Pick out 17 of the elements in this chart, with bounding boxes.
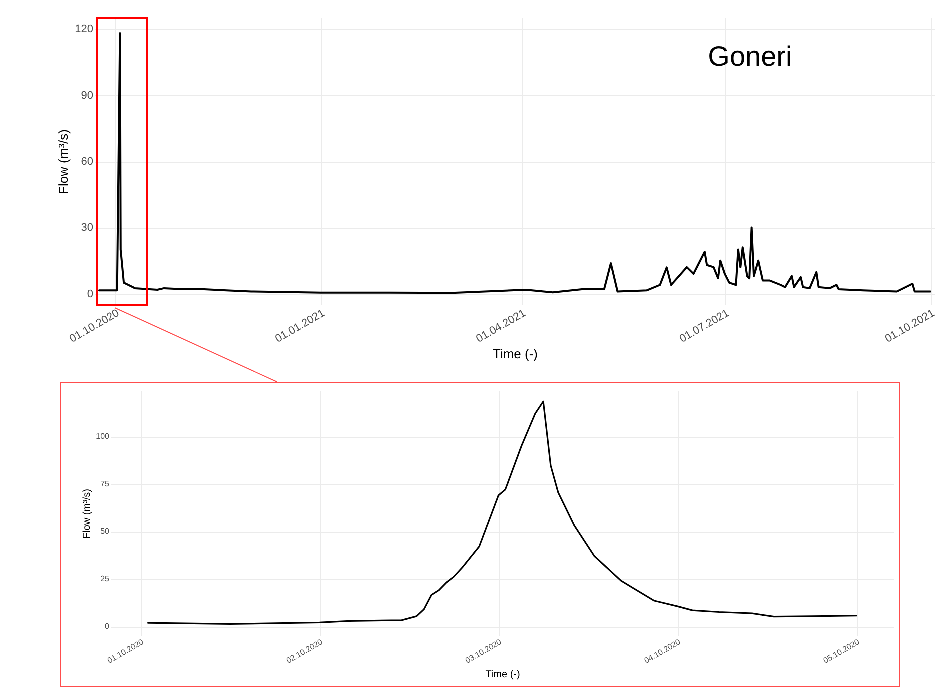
y-axis-title: Flow (m³/s) xyxy=(56,130,72,194)
y-tick-label: 75 xyxy=(100,480,110,489)
y-tick-label: 30 xyxy=(81,222,94,234)
x-axis-title: Time (-) xyxy=(486,669,520,680)
y-tick-label: 0 xyxy=(105,622,110,632)
line-series xyxy=(147,400,858,626)
y-axis-title: Flow (m³/s) xyxy=(82,489,94,539)
y-tick-label: 0 xyxy=(87,288,94,300)
y-tick-label: 50 xyxy=(100,527,110,536)
y-tick-label: 60 xyxy=(81,156,94,168)
x-axis-title: Time (-) xyxy=(492,346,538,362)
y-tick-label: 100 xyxy=(96,432,110,442)
y-tick-label: 25 xyxy=(100,574,110,584)
line-series xyxy=(98,32,932,294)
y-tick-label: 120 xyxy=(75,24,94,36)
annotation: Goneri xyxy=(708,41,792,72)
y-tick-label: 90 xyxy=(81,90,94,102)
